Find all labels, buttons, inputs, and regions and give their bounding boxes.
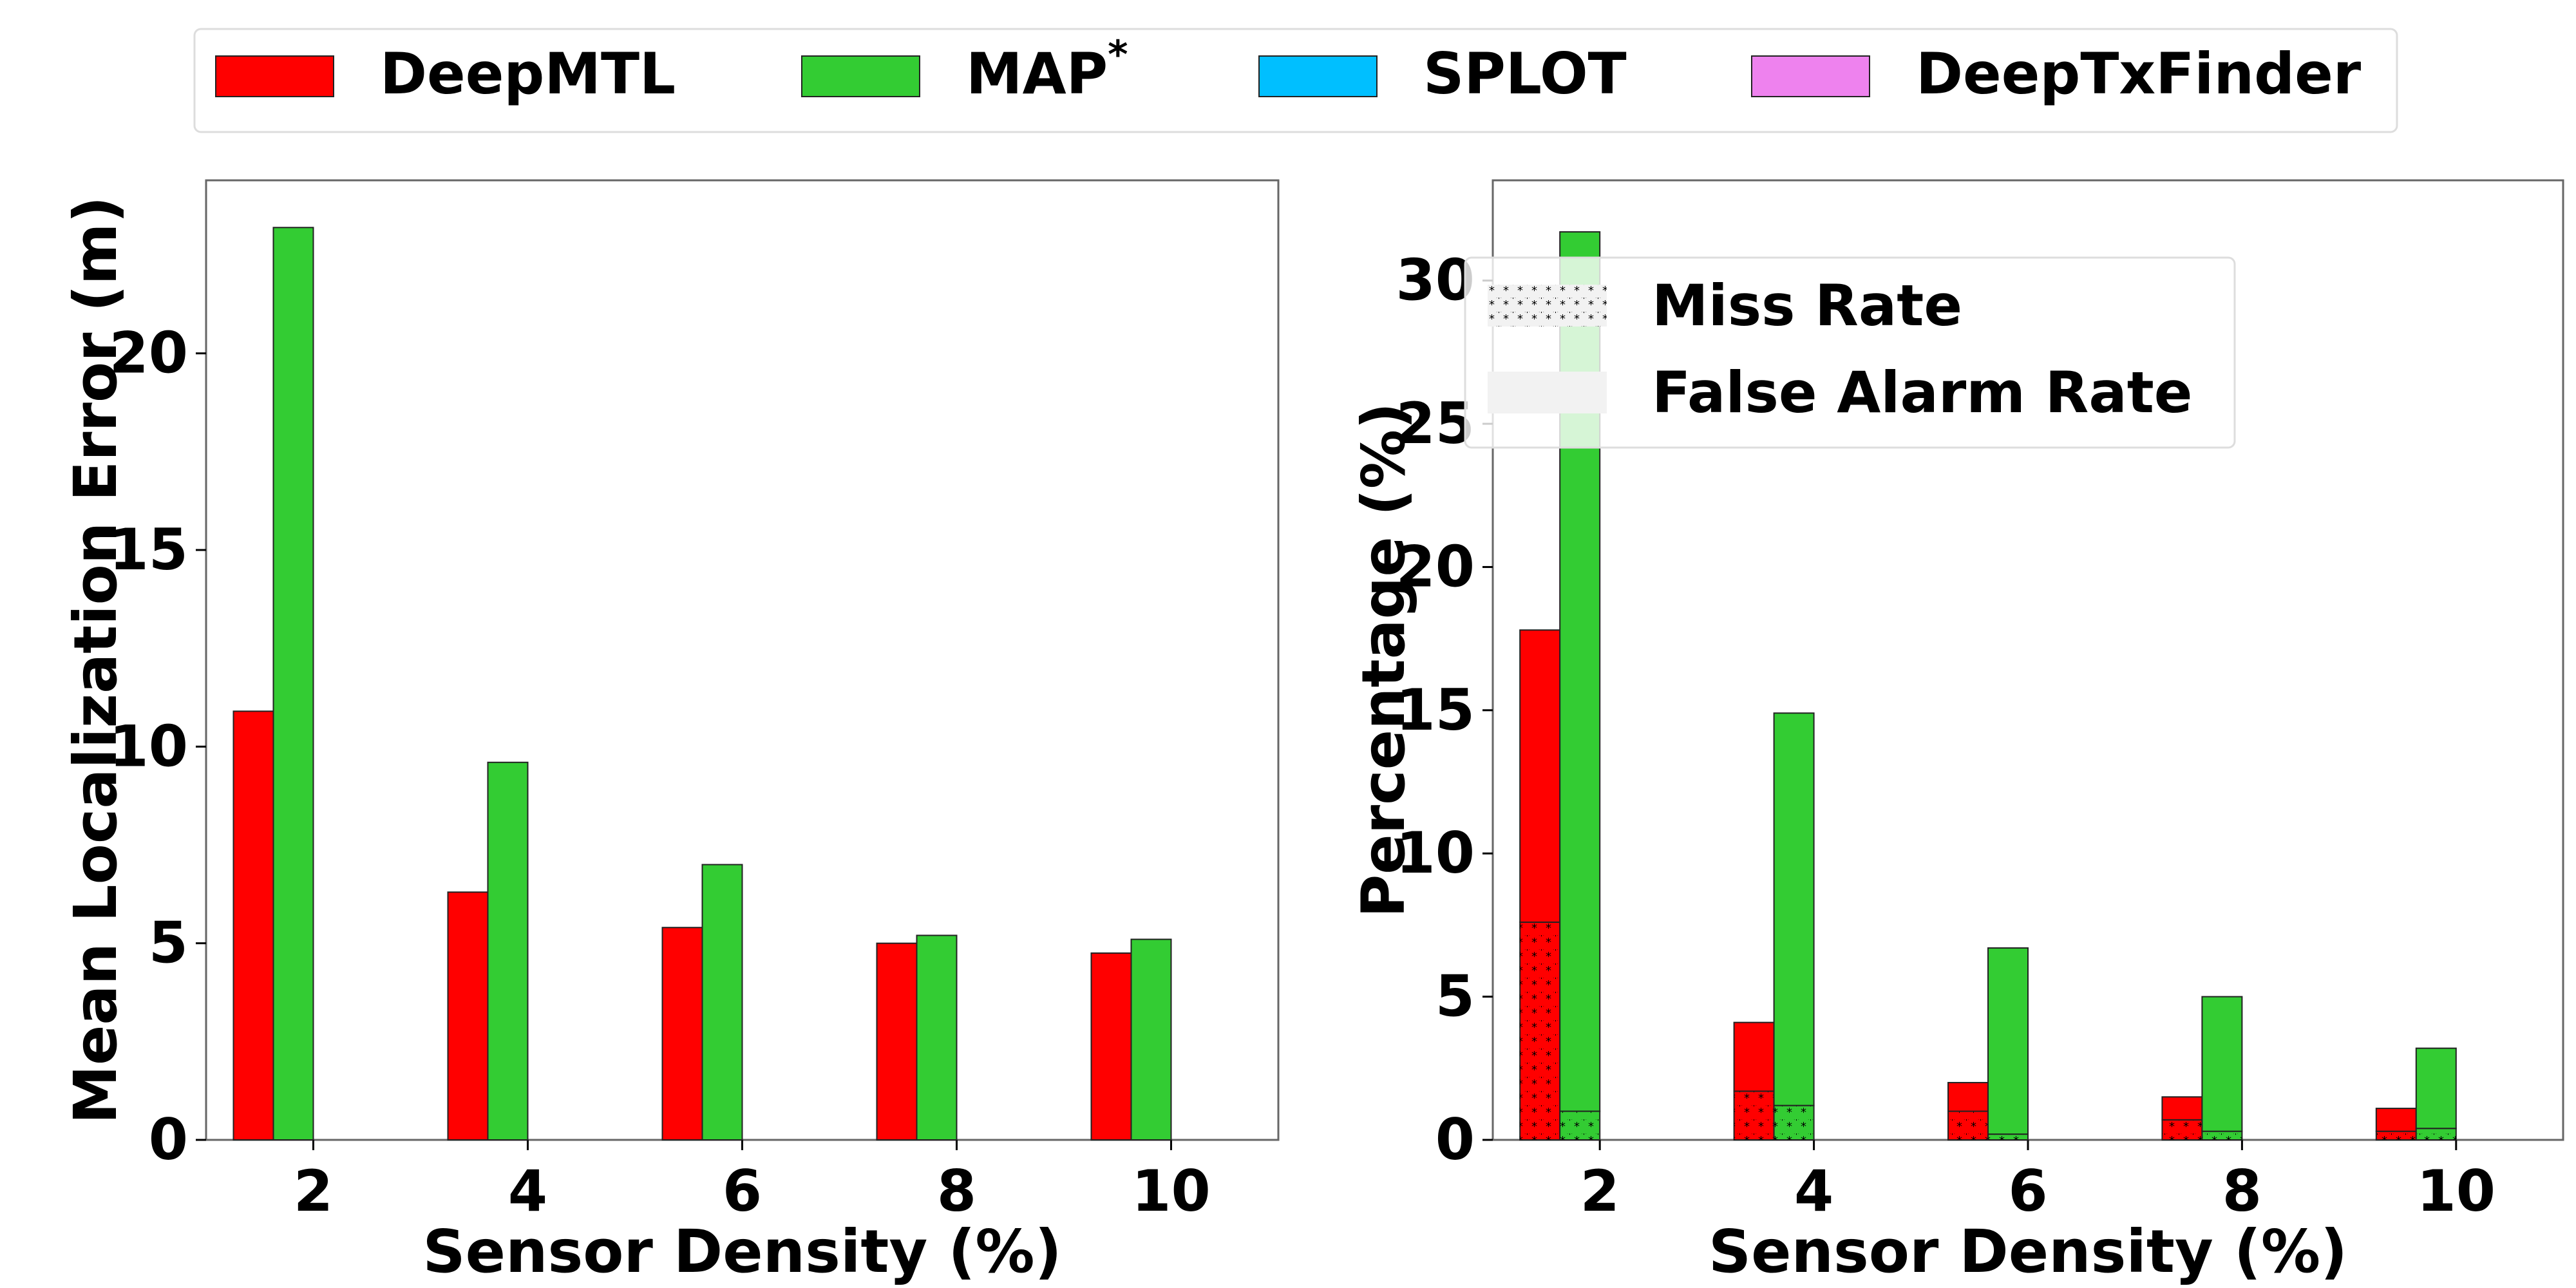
legend-swatch-0 (215, 55, 334, 97)
bar-falsealarm-map-6 (1987, 947, 2029, 1135)
bar-map-8 (916, 934, 958, 1141)
bar-falsealarm-deepmtl-4 (1733, 1021, 1775, 1092)
bar-map-10 (1130, 938, 1172, 1141)
legend-swatch-1 (801, 55, 920, 97)
bar-miss-pattern-map-4 (1774, 1105, 1814, 1140)
y-tick-label: 5 (149, 910, 188, 976)
y-tick-label: 10 (1396, 820, 1475, 886)
legend-swatch-1 (1488, 372, 1607, 413)
x-tick-label: 10 (2417, 1158, 2496, 1224)
right-chart: 0 5 10 15 20 25 30 2 4 6 8 10 Sensor Density (%) Perc… (1349, 179, 2564, 1286)
bar-miss-pattern-deepmtl-4 (1734, 1091, 1774, 1140)
y-tick-label: 5 (1435, 963, 1475, 1030)
y-axis-label: Mean Localization Error (m) (61, 196, 130, 1124)
y-tick-label: 15 (1396, 677, 1475, 743)
y-tick-label: 20 (1396, 533, 1475, 600)
legend-label-0: DeepMTL (380, 41, 676, 107)
y-tick-label: 0 (1435, 1106, 1475, 1173)
x-tick-label: 2 (294, 1158, 333, 1224)
x-tick-label: 8 (2222, 1158, 2262, 1224)
legend-swatch-3 (1751, 55, 1870, 97)
right-legend: Miss Rate False Alarm Rate (1464, 256, 2236, 449)
x-axis-label: Sensor Density (%) (1709, 1217, 2347, 1286)
legend-label-2: SPLOT (1423, 41, 1627, 107)
x-tick-label: 4 (508, 1158, 547, 1224)
x-tick-label: 6 (2008, 1158, 2047, 1224)
bar-falsealarm-deepmtl-6 (1947, 1082, 1989, 1112)
bar-miss-pattern-deepmtl-2 (1520, 922, 1560, 1140)
legend-label-3: DeepTxFinder (1916, 41, 2362, 107)
legend-label-superscript: * (1108, 32, 1128, 77)
bar-deepmtl-6 (661, 927, 703, 1141)
y-tick-label: 25 (1396, 390, 1475, 457)
bar-falsealarm-deepmtl-2 (1519, 629, 1561, 923)
bar-miss-pattern-deepmtl-10 (2376, 1131, 2416, 1140)
bar-falsealarm-map-10 (2415, 1047, 2457, 1130)
bar-deepmtl-2 (232, 710, 274, 1141)
bar-deepmtl-4 (447, 891, 489, 1141)
bar-falsealarm-map-4 (1773, 712, 1815, 1106)
x-tick-label: 2 (1580, 1158, 1620, 1224)
bar-falsealarm-deepmtl-8 (2161, 1096, 2203, 1121)
legend-label-0: Miss Rate (1652, 272, 1962, 339)
bar-deepmtl-8 (876, 942, 918, 1141)
x-tick-label: 6 (723, 1158, 762, 1224)
bar-falsealarm-map-8 (2201, 996, 2243, 1132)
top-legend: DeepMTL MAP* SPLOT DeepTxFinder (193, 28, 2398, 133)
legend-swatch-2 (1258, 55, 1378, 97)
left-chart: 0 5 10 15 20 2 4 6 8 10 Sensor Density (%) Mean Loc… (61, 179, 1280, 1286)
x-axis-label: Sensor Density (%) (422, 1217, 1061, 1286)
legend-frame (1464, 256, 2236, 449)
y-axis-label: Percentage (%) (1349, 402, 1418, 918)
legend-swatch-pattern (1488, 285, 1607, 327)
y-tick-label: 0 (149, 1106, 188, 1173)
legend-label-1: MAP* (966, 32, 1128, 107)
legend-label-1: False Alarm Rate (1652, 359, 2192, 426)
x-tick-label: 8 (937, 1158, 976, 1224)
bar-miss-pattern-deepmtl-8 (2162, 1119, 2202, 1140)
x-tick-label: 4 (1794, 1158, 1833, 1224)
x-tick-label: 10 (1132, 1158, 1210, 1224)
bar-miss-pattern-map-2 (1560, 1111, 1600, 1140)
bar-map-6 (701, 864, 743, 1141)
y-tick-label: 20 (109, 320, 188, 386)
bar-map-2 (272, 227, 314, 1141)
bar-falsealarm-deepmtl-10 (2375, 1108, 2417, 1132)
bar-miss-pattern-map-10 (2416, 1128, 2456, 1140)
bar-deepmtl-10 (1090, 952, 1132, 1141)
bar-map-4 (487, 761, 529, 1141)
y-tick-label: 10 (109, 713, 188, 779)
bar-miss-pattern-map-6 (1988, 1134, 2028, 1140)
y-tick-label: 30 (1396, 247, 1475, 314)
bar-miss-pattern-deepmtl-6 (1948, 1111, 1988, 1140)
bar-miss-pattern-map-8 (2202, 1131, 2242, 1140)
y-tick-label: 15 (109, 516, 188, 583)
